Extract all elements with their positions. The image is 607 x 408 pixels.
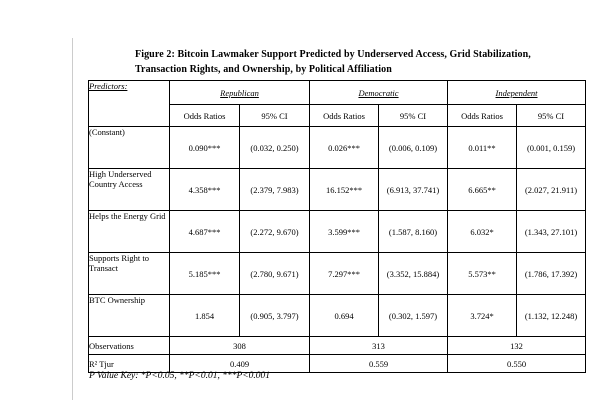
ci-cell: (2.027, 21.911) bbox=[516, 168, 587, 211]
ci-cell: (0.302, 1.597) bbox=[377, 294, 449, 337]
table-row-right-to-transact: Supports Right to Transact 5.185*** (2.7… bbox=[88, 252, 587, 295]
subheader-odds-ratios: Odds Ratios bbox=[447, 104, 518, 127]
subheader-ci: 95% CI bbox=[377, 104, 449, 127]
row-label: Observations bbox=[88, 336, 170, 355]
subheader-odds-ratios: Odds Ratios bbox=[169, 104, 240, 127]
ci-cell: (0.032, 0.250) bbox=[239, 126, 310, 169]
ci-cell: (6.913, 37.741) bbox=[377, 168, 449, 211]
subheader-ci: 95% CI bbox=[239, 104, 310, 127]
ci-cell: (3.352, 15.884) bbox=[377, 252, 449, 295]
row-label: (Constant) bbox=[88, 126, 170, 169]
odds-ratio-cell: 5.185*** bbox=[169, 252, 240, 295]
ci-cell: (0.006, 0.109) bbox=[377, 126, 449, 169]
group-header-republican: Republican bbox=[169, 80, 310, 105]
odds-ratio-cell: 5.573** bbox=[447, 252, 518, 295]
odds-ratio-cell: 3.724* bbox=[447, 294, 518, 337]
odds-ratio-cell: 4.687*** bbox=[169, 210, 240, 253]
table-row-underserved-access: High Underserved Country Access 4.358***… bbox=[88, 168, 587, 211]
table-row-energy-grid: Helps the Energy Grid 4.687*** (2.272, 9… bbox=[88, 210, 587, 253]
row-label: R² Tjur bbox=[88, 354, 170, 373]
observations-democratic: 313 bbox=[308, 336, 449, 355]
r2-democratic: 0.559 bbox=[308, 354, 449, 373]
r2-republican: 0.409 bbox=[169, 354, 310, 373]
observations-republican: 308 bbox=[169, 336, 310, 355]
r2-independent: 0.550 bbox=[447, 354, 587, 373]
group-header-independent: Independent bbox=[447, 80, 587, 105]
odds-ratio-cell: 1.854 bbox=[169, 294, 240, 337]
page-left-edge bbox=[72, 38, 73, 400]
row-label: High Underserved Country Access bbox=[88, 168, 170, 211]
table-row-observations: Observations 308 313 132 bbox=[88, 336, 587, 355]
odds-ratio-cell: 6.665** bbox=[447, 168, 518, 211]
figure-title: Figure 2: Bitcoin Lawmaker Support Predi… bbox=[135, 48, 597, 77]
odds-ratio-cell: 0.090*** bbox=[169, 126, 240, 169]
table-row-r2-tjur: R² Tjur 0.409 0.559 0.550 bbox=[88, 354, 587, 373]
ci-cell: (2.272, 9.670) bbox=[239, 210, 310, 253]
odds-ratio-cell: 4.358*** bbox=[169, 168, 240, 211]
table-row-btc-ownership: BTC Ownership 1.854 (0.905, 3.797) 0.694… bbox=[88, 294, 587, 337]
ci-cell: (1.587, 8.160) bbox=[377, 210, 449, 253]
ci-cell: (2.379, 7.983) bbox=[239, 168, 310, 211]
group-header-row: Predictors: Republican Democratic Indepe… bbox=[88, 80, 587, 127]
regression-table: Predictors: Republican Democratic Indepe… bbox=[88, 80, 587, 373]
figure-title-line-2: Transaction Rights, and Ownership, by Po… bbox=[135, 63, 392, 75]
odds-ratio-cell: 7.297*** bbox=[309, 252, 379, 295]
predictors-header: Predictors: bbox=[88, 80, 170, 127]
odds-ratio-cell: 6.032* bbox=[447, 210, 518, 253]
odds-ratio-cell: 16.152*** bbox=[309, 168, 379, 211]
ci-cell: (2.780, 9.671) bbox=[239, 252, 310, 295]
ci-cell: (0.905, 3.797) bbox=[239, 294, 310, 337]
figure-title-line-1: Figure 2: Bitcoin Lawmaker Support Predi… bbox=[135, 49, 531, 60]
ci-cell: (1.132, 12.248) bbox=[516, 294, 587, 337]
odds-ratio-cell: 0.694 bbox=[309, 294, 379, 337]
ci-cell: (1.343, 27.101) bbox=[516, 210, 587, 253]
table-row-constant: (Constant) 0.090*** (0.032, 0.250) 0.026… bbox=[88, 126, 587, 169]
odds-ratio-cell: 0.011** bbox=[447, 126, 518, 169]
ci-cell: (1.786, 17.392) bbox=[516, 252, 587, 295]
group-header-democratic: Democratic bbox=[308, 80, 449, 105]
row-label: BTC Ownership bbox=[88, 294, 170, 337]
subheader-ci: 95% CI bbox=[516, 104, 587, 127]
row-label: Supports Right to Transact bbox=[88, 252, 170, 295]
odds-ratio-cell: 3.599*** bbox=[309, 210, 379, 253]
p-value-key: P Value Key: *P<0.05, **P<0.01, ***P<0.0… bbox=[89, 371, 271, 381]
subheader-odds-ratios: Odds Ratios bbox=[309, 104, 379, 127]
observations-independent: 132 bbox=[447, 336, 587, 355]
odds-ratio-cell: 0.026*** bbox=[309, 126, 379, 169]
row-label: Helps the Energy Grid bbox=[88, 210, 170, 253]
ci-cell: (0.001, 0.159) bbox=[516, 126, 587, 169]
